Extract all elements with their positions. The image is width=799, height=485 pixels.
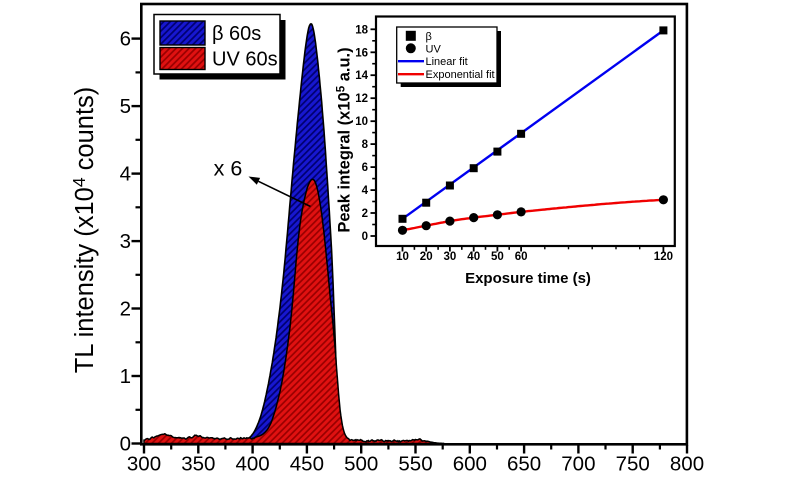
- svg-text:0: 0: [362, 231, 368, 243]
- svg-text:120: 120: [654, 251, 673, 263]
- svg-text:40: 40: [467, 251, 480, 263]
- svg-text:450: 450: [290, 453, 324, 476]
- svg-text:20: 20: [420, 251, 433, 263]
- svg-text:4: 4: [120, 163, 131, 186]
- svg-text:400: 400: [235, 453, 269, 476]
- svg-text:Peak integral (x105 a.u.): Peak integral (x105 a.u.): [336, 47, 354, 232]
- svg-text:650: 650: [507, 453, 541, 476]
- svg-text:6: 6: [120, 28, 131, 51]
- svg-text:TL intensity (x104 counts): TL intensity (x104 counts): [69, 87, 99, 374]
- svg-text:500: 500: [344, 453, 378, 476]
- svg-text:10: 10: [396, 251, 409, 263]
- svg-text:β: β: [426, 31, 432, 43]
- svg-text:16: 16: [355, 47, 368, 59]
- svg-text:800: 800: [670, 453, 704, 476]
- svg-text:4: 4: [362, 185, 369, 197]
- svg-text:1: 1: [120, 365, 131, 388]
- svg-text:550: 550: [398, 453, 432, 476]
- svg-text:8: 8: [362, 139, 369, 151]
- svg-text:750: 750: [616, 453, 650, 476]
- svg-text:350: 350: [181, 453, 215, 476]
- svg-text:UV: UV: [426, 43, 442, 55]
- svg-text:0: 0: [120, 433, 131, 456]
- svg-text:300: 300: [127, 453, 161, 476]
- svg-text:6: 6: [362, 162, 368, 174]
- svg-text:Exposure time (s): Exposure time (s): [465, 270, 591, 287]
- svg-text:β 60s: β 60s: [212, 23, 261, 45]
- svg-text:x 6: x 6: [214, 157, 243, 181]
- svg-text:14: 14: [355, 70, 368, 82]
- svg-text:50: 50: [491, 251, 504, 263]
- svg-text:5: 5: [120, 95, 131, 118]
- svg-text:2: 2: [362, 208, 368, 220]
- svg-text:Linear fit: Linear fit: [426, 56, 468, 68]
- svg-text:UV 60s: UV 60s: [212, 49, 278, 71]
- svg-text:12: 12: [355, 93, 368, 105]
- svg-text:3: 3: [120, 230, 131, 253]
- svg-text:18: 18: [355, 24, 368, 36]
- svg-text:2: 2: [120, 298, 131, 321]
- svg-text:700: 700: [561, 453, 595, 476]
- svg-text:Exponential fit: Exponential fit: [426, 69, 495, 81]
- svg-text:30: 30: [444, 251, 457, 263]
- svg-text:60: 60: [515, 251, 528, 263]
- svg-text:10: 10: [355, 116, 368, 128]
- svg-text:600: 600: [453, 453, 487, 476]
